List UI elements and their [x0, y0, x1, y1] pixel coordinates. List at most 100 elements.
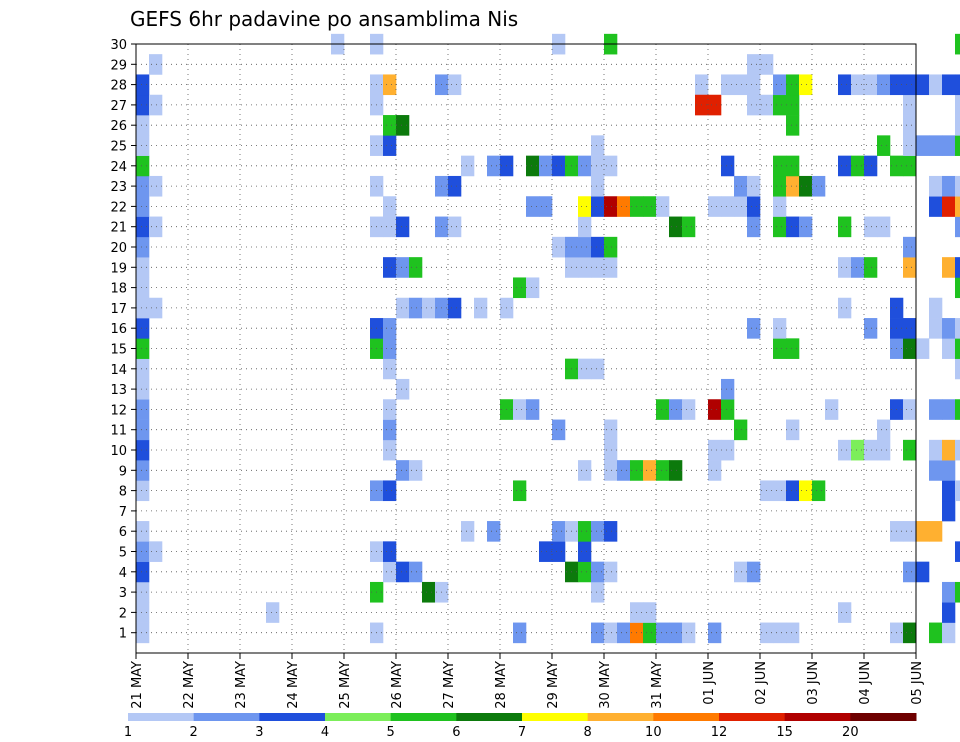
heatmap-cell: [578, 541, 592, 562]
heatmap-cell: [903, 236, 917, 258]
heatmap-cell: [604, 622, 618, 644]
x-axis: 21 MAY 22 MAY 23 MAY 24 MAY 25 MAY 26 MAY 27 M…: [130, 653, 925, 709]
heatmap-cell: [864, 439, 878, 461]
heatmap-cell: [942, 399, 956, 420]
heatmap-cell: [656, 399, 670, 420]
heatmap-cell: [409, 297, 423, 319]
x-tick-label: 26 MAY: [390, 661, 405, 709]
heatmap-cell: [786, 419, 800, 441]
heatmap-cell: [461, 521, 475, 542]
heatmap-cell: [136, 318, 150, 339]
colorbar-label: 5: [387, 725, 395, 740]
x-tick-label: 28 MAY: [494, 661, 509, 709]
heatmap-cell: [591, 175, 605, 197]
heatmap-cell: [149, 297, 163, 319]
heatmap-cell: [773, 196, 787, 217]
heatmap-cell: [734, 196, 748, 217]
colorbar-label: 8: [584, 725, 592, 740]
heatmap-cell: [955, 318, 960, 339]
heatmap-cell: [838, 257, 852, 278]
y-tick-label: 17: [110, 302, 127, 317]
heatmap-cell: [383, 318, 397, 339]
heatmap-cell: [747, 216, 761, 238]
heatmap-cell: [136, 115, 150, 136]
heatmap-cell: [851, 155, 865, 177]
heatmap-cell: [591, 236, 605, 258]
heatmap-cell: [929, 135, 943, 156]
heatmap-cell: [396, 561, 410, 583]
heatmap-cell: [786, 74, 800, 96]
y-tick-label: 16: [110, 322, 127, 337]
heatmap-cell: [409, 257, 423, 278]
heatmap-cell: [448, 297, 462, 319]
colorbar-label: 4: [321, 725, 329, 740]
heatmap-cell: [747, 74, 761, 96]
y-tick-label: 27: [110, 99, 127, 114]
heatmap-cell: [955, 135, 960, 156]
heatmap-cell: [942, 439, 956, 461]
heatmap-cell: [604, 439, 618, 461]
heatmap-cell: [747, 561, 761, 583]
heatmap-cell: [773, 94, 787, 116]
y-tick-label: 8: [119, 485, 127, 500]
heatmap-cell: [929, 521, 943, 542]
y-tick-label: 21: [110, 221, 127, 236]
y-tick-label: 26: [110, 119, 127, 134]
heatmap-cell: [929, 439, 943, 461]
y-tick-label: 18: [110, 282, 127, 297]
heatmap-cell: [396, 460, 410, 481]
heatmap-cell: [383, 561, 397, 583]
heatmap-cell: [552, 521, 566, 542]
x-tick-label: 27 MAY: [442, 661, 457, 709]
heatmap-cell: [149, 216, 163, 238]
heatmap-cell: [617, 622, 631, 644]
heatmap-cell: [708, 460, 722, 481]
heatmap-cell: [773, 622, 787, 644]
heatmap-cell: [877, 74, 891, 96]
heatmap-cell: [149, 175, 163, 197]
heatmap-cell: [383, 439, 397, 461]
heatmap-cell: [461, 155, 475, 177]
heatmap-cell: [955, 358, 960, 380]
colorbar-label: 10: [645, 725, 662, 740]
heatmap-cell: [942, 318, 956, 339]
heatmap-cell: [136, 419, 150, 441]
heatmap-cell: [136, 602, 150, 623]
x-tick-label: 30 MAY: [598, 661, 613, 709]
heatmap-cell: [929, 175, 943, 197]
heatmap-cell: [487, 521, 501, 542]
heatmap-cell: [136, 480, 150, 502]
x-tick-label: 31 MAY: [650, 661, 665, 709]
heatmap-cell: [851, 439, 865, 461]
heatmap-cell: [136, 297, 150, 319]
heatmap-cell: [708, 196, 722, 217]
heatmap-cell: [136, 216, 150, 238]
heatmap-cell: [747, 196, 761, 217]
heatmap-cell: [942, 480, 956, 502]
heatmap-cell: [838, 74, 852, 96]
heatmap-cell: [669, 216, 683, 238]
heatmap-cell: [773, 216, 787, 238]
heatmap-cell: [136, 399, 150, 420]
heatmap-cell: [136, 338, 150, 359]
y-tick-label: 1: [119, 627, 127, 642]
y-tick-label: 7: [119, 505, 127, 520]
heatmap-cell: [864, 257, 878, 278]
heatmap-cell: [708, 399, 722, 420]
heatmap-cell: [942, 581, 956, 603]
x-tick-label: 25 MAY: [338, 661, 353, 709]
heatmap-cell: [916, 521, 930, 542]
heatmap-cell: [773, 155, 787, 177]
y-tick-label: 10: [110, 444, 127, 459]
y-tick-label: 14: [110, 363, 127, 378]
heatmap-cell: [591, 561, 605, 583]
heatmap-cell: [136, 581, 150, 603]
heatmap-cell: [513, 622, 527, 644]
heatmap-cell: [136, 358, 150, 380]
heatmap-cell: [929, 622, 943, 644]
heatmap-cell: [136, 561, 150, 583]
heatmap-cell: [721, 155, 735, 177]
heatmap-cell: [136, 155, 150, 177]
heatmap-cell: [877, 419, 891, 441]
